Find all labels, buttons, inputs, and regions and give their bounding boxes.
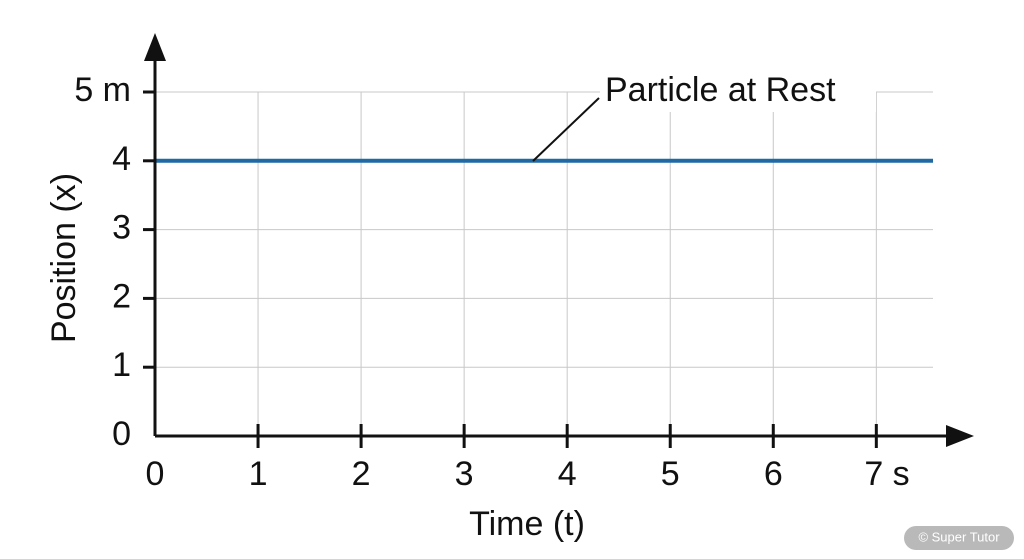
x-tick-label: 2	[352, 455, 371, 493]
x-tick-label: 0	[146, 455, 165, 493]
y-tick-label: 4	[112, 140, 131, 178]
y-axis-label: Position (x)	[45, 173, 83, 343]
y-tick-label: 5 m	[74, 71, 131, 109]
y-tick-label: 3	[112, 209, 131, 247]
x-tick-label: 1	[249, 455, 268, 493]
y-tick-label: 2	[112, 277, 131, 315]
x-tick-label: 6	[764, 455, 783, 493]
annotation-leader	[532, 97, 600, 162]
x-tick-label: 7 s	[864, 455, 909, 493]
x-tick-label: 3	[455, 455, 474, 493]
watermark-badge	[904, 526, 1014, 550]
x-tick-label: 4	[558, 455, 577, 493]
grid	[155, 91, 933, 436]
annotation: Particle at Rest	[605, 71, 836, 109]
watermark: © Super Tutor	[918, 529, 1000, 544]
annotation-background	[600, 72, 876, 112]
y-axis-arrow	[144, 33, 166, 61]
x-tick-label: 5	[661, 455, 680, 493]
y-tick-label: 1	[112, 346, 131, 384]
x-axis-label: Time (t)	[469, 505, 585, 543]
y-tick-label: 0	[112, 415, 131, 453]
x-axis-arrow	[946, 425, 974, 447]
